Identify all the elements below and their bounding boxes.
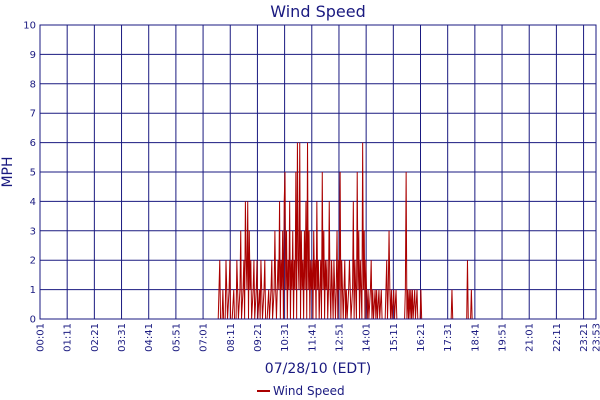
x-tick-label: 09:21 bbox=[253, 323, 264, 352]
x-tick-label: 22:11 bbox=[552, 323, 563, 352]
legend: Wind Speed bbox=[257, 384, 345, 398]
x-tick-label: 03:31 bbox=[117, 323, 128, 352]
series-layer bbox=[40, 142, 596, 320]
x-tick-label: 00:01 bbox=[36, 323, 47, 352]
plot-frame bbox=[39, 24, 597, 320]
y-tick-label: 7 bbox=[30, 109, 36, 120]
y-tick-label: 2 bbox=[30, 256, 36, 267]
x-tick-label: 01:11 bbox=[63, 323, 74, 352]
x-tick-label: 17:31 bbox=[443, 323, 454, 352]
x-tick-label: 02:21 bbox=[90, 323, 101, 352]
x-tick-label: 19:51 bbox=[498, 323, 509, 352]
y-tick-label: 9 bbox=[30, 50, 36, 61]
x-axis-label: 07/28/10 (EDT) bbox=[265, 361, 371, 377]
x-tick-label: 21:01 bbox=[525, 323, 536, 352]
y-tick-label: 4 bbox=[30, 197, 36, 208]
x-tick-label: 05:51 bbox=[171, 323, 182, 352]
series-line-wind-speed bbox=[40, 142, 596, 320]
y-tick-label: 0 bbox=[30, 315, 36, 326]
y-tick-label: 3 bbox=[30, 226, 36, 237]
x-tick-label: 18:41 bbox=[470, 323, 481, 352]
y-tick-label: 6 bbox=[30, 138, 36, 149]
x-tick-label: 15:11 bbox=[389, 323, 400, 352]
x-tick-label: 04:41 bbox=[144, 323, 155, 352]
y-tick-label: 8 bbox=[30, 79, 36, 90]
y-tick-label: 10 bbox=[23, 21, 36, 32]
x-tick-label: 12:51 bbox=[334, 323, 345, 352]
x-tick-label: 23:21 bbox=[579, 323, 590, 352]
y-axis-label: MPH bbox=[0, 156, 16, 187]
y-tick-labels: 0 1 2 3 4 5 6 7 8 9 10 bbox=[23, 21, 36, 326]
x-tick-label: 14:01 bbox=[362, 323, 373, 352]
legend-label: Wind Speed bbox=[273, 384, 345, 398]
x-tick-label: 08:11 bbox=[226, 323, 237, 352]
x-tick-labels: 00:01 01:11 02:21 03:31 04:41 05:51 07:01 08:11… bbox=[36, 323, 600, 352]
y-tick-label: 5 bbox=[30, 168, 36, 179]
x-tick-label: 07:01 bbox=[199, 323, 210, 352]
chart-title: Wind Speed bbox=[270, 2, 365, 21]
x-tick-label: 16:21 bbox=[416, 323, 427, 352]
x-tick-label: 11:41 bbox=[307, 323, 318, 352]
x-tick-label: 23:53 bbox=[592, 323, 600, 352]
x-tick-label: 10:31 bbox=[280, 323, 291, 352]
y-tick-label: 1 bbox=[30, 285, 36, 296]
